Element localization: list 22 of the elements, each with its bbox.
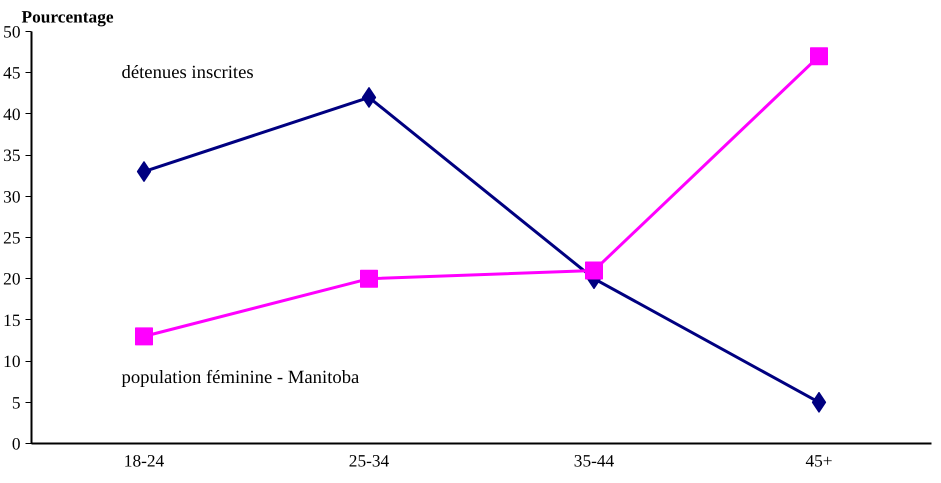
y-tick-label: 40 <box>3 104 20 124</box>
y-tick-label: 20 <box>3 270 20 289</box>
y-tick-label: 35 <box>3 146 20 166</box>
y-tick-label: 0 <box>12 434 21 454</box>
x-tick-label: 25-34 <box>348 452 390 470</box>
y-tick-label: 25 <box>3 228 20 248</box>
x-tick-label: 35-44 <box>574 452 615 470</box>
point <box>360 270 378 288</box>
y-tick-label: 50 <box>3 22 20 42</box>
point <box>585 261 603 280</box>
point <box>810 47 828 66</box>
x-tick-label: 45+ <box>805 452 833 470</box>
y-tick-label: 10 <box>3 352 20 372</box>
y-tick-label: 30 <box>3 187 20 206</box>
y-axis-title: Pourcentage <box>22 8 114 26</box>
series-label: population féminine - Manitoba <box>122 367 360 388</box>
y-tick-label: 45 <box>3 64 20 83</box>
y-tick-label: 5 <box>12 393 21 412</box>
text: détenues inscrites <box>122 62 254 84</box>
y-tick-label: 15 <box>3 310 20 330</box>
x-tick-label: 18-24 <box>124 452 165 470</box>
point <box>135 327 153 346</box>
